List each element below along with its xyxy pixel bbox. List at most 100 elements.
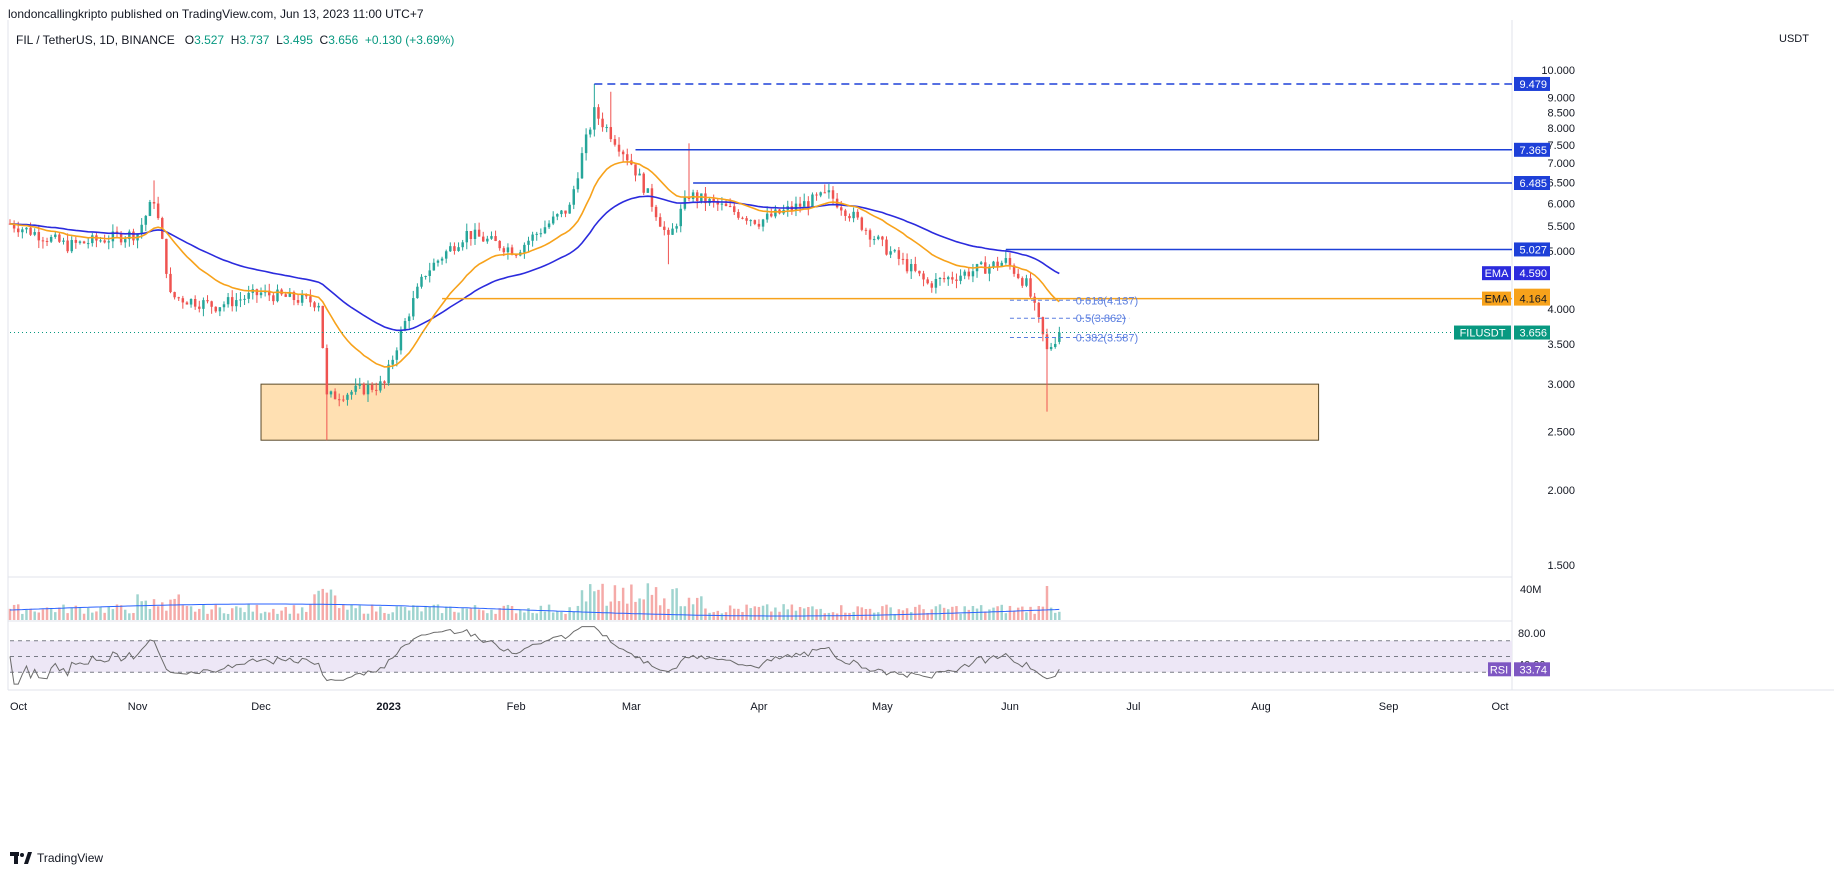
candle-body	[123, 239, 127, 243]
candle-body	[745, 218, 748, 221]
candle-body	[235, 300, 238, 307]
volume-bar	[395, 606, 399, 620]
volume-bar	[136, 594, 139, 620]
volume-bar	[477, 609, 481, 620]
volume-bar	[757, 606, 761, 620]
volume-bar	[774, 607, 777, 620]
candle-body	[193, 299, 197, 307]
candle-body	[321, 305, 324, 349]
candle-body	[502, 248, 506, 253]
volume-bar	[235, 606, 238, 620]
candle-body	[621, 151, 625, 155]
candle-body	[354, 385, 357, 392]
candle-body	[1008, 258, 1012, 266]
volume-bar	[1029, 606, 1032, 620]
candle-body	[831, 190, 835, 199]
volume-bar	[749, 608, 752, 620]
candle-body	[486, 238, 489, 242]
candle-body	[37, 232, 41, 241]
symbol-name: FIL / TetherUS, 1D, BINANCE	[16, 33, 175, 47]
volume-bar	[399, 606, 403, 620]
volume-bar	[230, 608, 234, 620]
series-tag-bg	[1482, 266, 1511, 281]
volume-bar	[268, 612, 271, 620]
candle-body	[564, 210, 567, 214]
volume-bar	[733, 608, 736, 620]
fib-level-label: 0.618(4.137)	[1076, 295, 1138, 307]
volume-bar	[432, 604, 436, 620]
candle-body	[41, 240, 45, 242]
candle-body	[412, 298, 415, 317]
candle-body	[333, 391, 337, 400]
volume-bar	[74, 605, 78, 620]
volume-bar	[370, 604, 374, 620]
volume-bar	[78, 607, 82, 620]
volume-bar	[519, 609, 522, 620]
candle-body	[765, 213, 769, 220]
candle-body	[494, 236, 497, 241]
candle-body	[922, 273, 925, 280]
ema-slow-line	[9, 195, 1060, 332]
time-tick-label: Mar	[622, 701, 641, 713]
candle-body	[992, 261, 995, 267]
candle-body	[1000, 262, 1003, 267]
candle-body	[82, 241, 86, 244]
candle-body	[58, 234, 61, 242]
volume-bar	[914, 606, 917, 620]
time-tick-label: Oct	[1491, 701, 1508, 713]
candle-body	[938, 278, 942, 280]
volume-bar	[366, 613, 370, 620]
candle-body	[852, 211, 855, 219]
candle-body	[189, 299, 193, 305]
volume-bar	[580, 590, 584, 620]
candle-body	[481, 236, 485, 242]
candle-body	[527, 240, 530, 245]
price-tick-label: 2.500	[1547, 427, 1575, 439]
candle-body	[78, 241, 82, 243]
time-tick-label: Apr	[750, 701, 767, 713]
volume-bar	[202, 604, 205, 620]
volume-bar	[1021, 606, 1024, 620]
candle-body	[12, 223, 16, 229]
volume-bar	[798, 606, 802, 620]
candle-body	[811, 194, 814, 208]
candle-body	[132, 231, 135, 241]
volume-bar	[412, 605, 415, 620]
volume-bar	[626, 603, 629, 620]
volume-bar	[144, 600, 148, 620]
rsi-value-label: 33.74	[1519, 664, 1547, 676]
volume-bar	[165, 610, 168, 620]
candle-body	[342, 399, 345, 401]
footer-brand[interactable]: TradingView	[10, 851, 103, 865]
volume-bar	[835, 613, 839, 620]
volume-bar	[461, 608, 464, 620]
candle-body	[128, 231, 131, 240]
volume-bar	[309, 604, 312, 620]
volume-bar	[840, 605, 843, 620]
fib-level-label: 0.5(3.862)	[1076, 313, 1126, 325]
volume-bar	[473, 605, 477, 620]
price-axis-label-bg	[1514, 142, 1550, 157]
candle-body	[329, 391, 333, 395]
publish-info: londoncallingkripto published on Trading…	[8, 7, 424, 21]
volume-bar	[1037, 606, 1041, 620]
volume-bar	[140, 601, 143, 620]
candle-body	[317, 305, 320, 308]
candle-body	[617, 144, 621, 152]
candle-body	[914, 263, 917, 271]
volume-bar	[12, 604, 16, 620]
candle-body	[1033, 296, 1036, 303]
candle-body	[840, 207, 843, 211]
candle-body	[535, 233, 538, 235]
candle-body	[288, 291, 292, 297]
volume-bar	[712, 612, 715, 620]
volume-bar	[440, 613, 444, 620]
high-value: 3.737	[239, 33, 270, 47]
volume-bar	[276, 613, 279, 620]
candle-body	[864, 229, 868, 231]
candle-body	[477, 229, 481, 237]
volume-bar	[860, 607, 864, 620]
volume-bar	[33, 611, 36, 620]
candle-body	[560, 210, 563, 215]
